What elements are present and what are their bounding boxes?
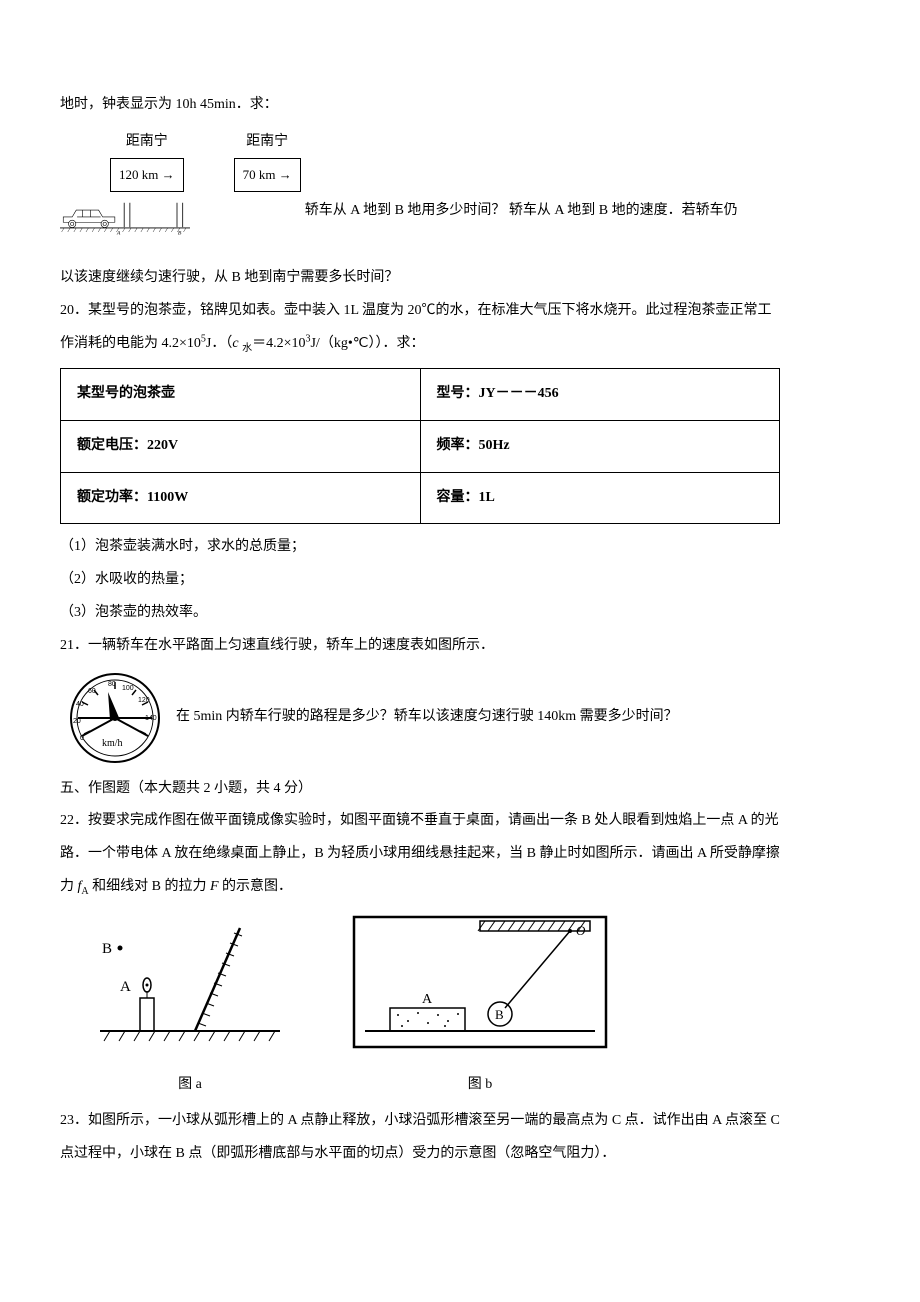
table-r1c2: 型号：JY－－－456 (420, 369, 780, 421)
sign2-value: 70 km → (234, 158, 301, 193)
q20-text1: 某型号的泡茶壶，铭牌见如表。壶中装入 1L 温度为 20℃的水，在标准大气压下将… (88, 303, 772, 318)
svg-text:B: B (495, 1007, 504, 1022)
q23-text1: 如图所示，一小球从弧形槽上的 A 点静止释放，小球沿弧形槽滚至另一端的最高点为 … (88, 1113, 780, 1128)
table-r3c2: 容量：1L (420, 472, 780, 524)
fig-a-caption: 图 a (90, 1070, 290, 1101)
q22-line3: 力 fA 和细线对 B 的拉力 F 的示意图． (60, 872, 860, 903)
q20-sub1: （1）泡茶壶装满水时，求水的总质量； (60, 532, 860, 563)
svg-text:100: 100 (122, 685, 134, 692)
q19-line1: 地时，钟表显示为 10h 45min．求： (60, 90, 860, 121)
q22-line1: 22．按要求完成作图在做平面镜成像实验时，如图平面镜不垂直于桌面，请画出一条 B… (60, 806, 860, 837)
q20-text: 20．某型号的泡茶壶，铭牌见如表。壶中装入 1L 温度为 20℃的水，在标准大气… (60, 296, 860, 327)
q21-text1-row: 21．一辆轿车在水平路面上匀速直线行驶，轿车上的速度表如图所示． (60, 631, 860, 662)
q22-num: 22． (60, 813, 88, 828)
q23-num: 23． (60, 1113, 88, 1128)
svg-text:km/h: km/h (102, 738, 123, 749)
figure-a-icon: B A (90, 913, 290, 1053)
q21-text2: 在 5min 内轿车行驶的路程是多少？轿车以该速度匀速行驶 140km 需要多少… (176, 702, 678, 733)
svg-text:B: B (102, 941, 112, 957)
table-r2c1: 额定电压：220V (61, 420, 421, 472)
section5-title: 五、作图题（本大题共 2 小题，共 4 分） (60, 774, 860, 805)
q22-figures: B A 图 a O B (90, 913, 860, 1101)
q20-num: 20． (60, 303, 88, 318)
speedometer-icon: 0 20 40 60 80 100 120 140 km/h (60, 668, 170, 768)
q20-sub3: （3）泡茶壶的热效率。 (60, 598, 860, 629)
speedometer-row: 0 20 40 60 80 100 120 140 km/h 在 5min 内轿… (60, 668, 860, 768)
svg-text:B: B (178, 231, 182, 237)
table-r3c1: 额定功率：1100W (61, 472, 421, 524)
sign2-label: 距南宁 (234, 127, 301, 158)
table-r2c2: 频率：50Hz (420, 420, 780, 472)
q23-line1: 23．如图所示，一小球从弧形槽上的 A 点静止释放，小球沿弧形槽滚至另一端的最高… (60, 1106, 860, 1137)
q22-t3a: 力 (60, 879, 78, 894)
q22-t3c: 的示意图． (219, 879, 293, 894)
svg-text:A: A (120, 979, 131, 995)
q21-text1: 一辆轿车在水平路面上匀速直线行驶，轿车上的速度表如图所示． (88, 638, 494, 653)
q19-line2: 轿车从 A 地到 B 地用多少时间？ 轿车从 A 地到 B 地的速度．若轿车仍 (305, 196, 860, 257)
figure-b-icon: O B A (350, 913, 610, 1053)
q22-line2: 路．一个带电体 A 放在绝缘桌面上静止，B 为轻质小球用细线悬挂起来，当 B 静… (60, 839, 860, 870)
q22-t3b: 和细线对 B 的拉力 (89, 879, 210, 894)
q20-sub2: （2）水吸收的热量； (60, 565, 860, 596)
spec-table: 某型号的泡茶壶 型号：JY－－－456 额定电压：220V 频率：50Hz 额定… (60, 368, 780, 524)
sign1-label: 距南宁 (110, 127, 184, 158)
svg-text:20: 20 (73, 718, 81, 725)
car-icon: A B (60, 194, 190, 244)
q20-text2a: 作消耗的电能为 4.2×105J．（c 水＝4.2×103J/（kg•℃））．求… (60, 336, 424, 351)
svg-text:A: A (116, 231, 121, 237)
q19-line3: 以该速度继续匀速行驶，从 B 地到南宁需要多长时间？ (60, 263, 860, 294)
svg-text:120: 120 (138, 697, 150, 704)
q21-num: 21． (60, 638, 88, 653)
sign1-value: 120 km → (110, 158, 184, 193)
q23-line2: 点过程中，小球在 B 点（即弧形槽底部与水平面的切点）受力的示意图（忽略空气阻力… (60, 1139, 860, 1170)
road-diagram: 距南宁 120 km → 距南宁 70 km → (60, 127, 301, 257)
q19-diagram-row: 距南宁 120 km → 距南宁 70 km → (60, 127, 860, 257)
svg-text:0: 0 (80, 735, 84, 742)
q22-text1: 按要求完成作图在做平面镜成像实验时，如图平面镜不垂直于桌面，请画出一条 B 处人… (88, 813, 779, 828)
fig-b-caption: 图 b (350, 1070, 610, 1101)
q20-text2-row: 作消耗的电能为 4.2×105J．（c 水＝4.2×103J/（kg•℃））．求… (60, 329, 860, 360)
svg-text:A: A (422, 992, 433, 1007)
svg-text:O: O (576, 923, 586, 938)
table-r1c1: 某型号的泡茶壶 (61, 369, 421, 421)
